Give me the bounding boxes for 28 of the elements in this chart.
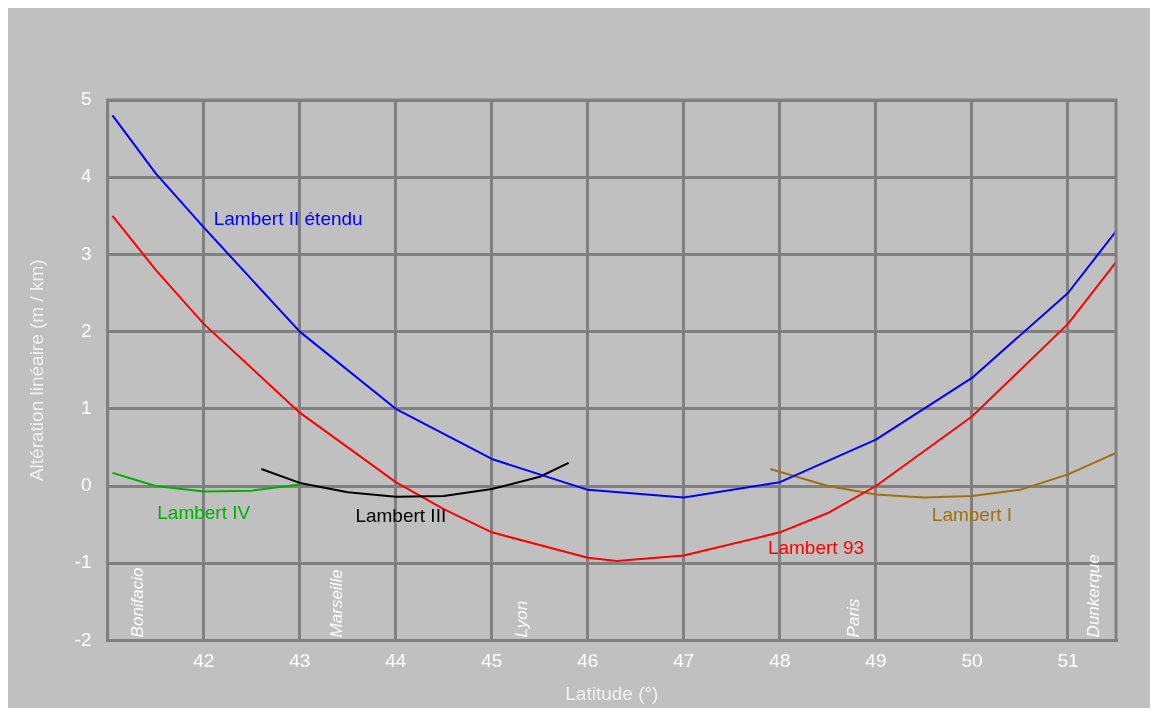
y-tick-label: 3 <box>81 242 92 264</box>
series-label: Lambert II étendu <box>213 207 363 229</box>
series-label: Lambert I <box>931 504 1013 526</box>
y-tick-label: -2 <box>74 628 92 650</box>
x-tick-label: 46 <box>577 650 599 672</box>
annotation: Paris <box>843 598 863 638</box>
x-tick-label: 49 <box>865 650 887 672</box>
annotation: Dunkerque <box>1083 554 1103 638</box>
x-tick-label: 51 <box>1057 650 1079 672</box>
annotation: Lyon <box>511 600 531 638</box>
y-tick-label: 5 <box>81 88 92 110</box>
annotation: Marseille <box>327 569 347 638</box>
x-tick-label: 44 <box>385 650 407 672</box>
x-tick-label: 42 <box>193 650 215 672</box>
x-tick-label: 48 <box>769 650 791 672</box>
annotation: Bonifacio <box>127 567 147 638</box>
y-tick-label: -1 <box>74 551 92 573</box>
x-tick-label: 45 <box>481 650 503 672</box>
series-label: Lambert IV <box>157 501 251 523</box>
series-label: Lambert III <box>355 505 447 527</box>
y-tick-label: 4 <box>81 165 93 187</box>
x-tick-label: 47 <box>673 650 695 672</box>
y-tick-label: 1 <box>81 397 92 419</box>
y-tick-label: 0 <box>81 474 92 496</box>
y-tick-label: 2 <box>81 319 92 341</box>
series-label: Lambert 93 <box>767 536 865 558</box>
x-tick-label: 43 <box>289 650 311 672</box>
x-tick-label: 50 <box>961 650 983 672</box>
